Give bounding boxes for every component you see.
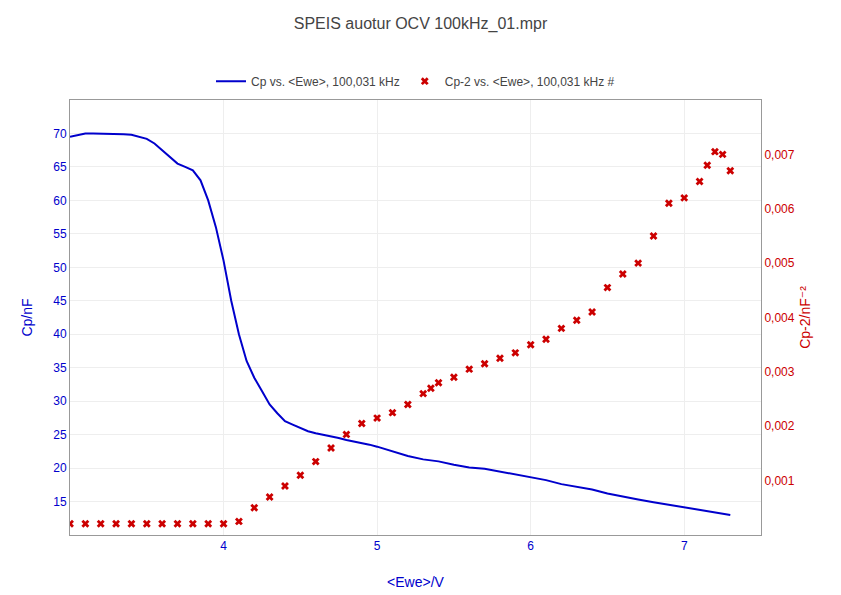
svg-text:65: 65 [53,160,67,174]
svg-text:40: 40 [53,327,67,341]
svg-text:6: 6 [527,539,534,553]
svg-text:0,004: 0,004 [764,311,794,325]
svg-text:50: 50 [53,261,67,275]
svg-text:0,003: 0,003 [764,365,794,379]
svg-text:20: 20 [53,461,67,475]
svg-text:Cp vs. <Ewe>, 100,031 kHz: Cp vs. <Ewe>, 100,031 kHz [251,75,400,89]
svg-text:0,005: 0,005 [764,256,794,270]
svg-text:0,006: 0,006 [764,202,794,216]
svg-text:7: 7 [681,539,688,553]
svg-text:25: 25 [53,428,67,442]
svg-text:Cp-2/nF⁻²: Cp-2/nF⁻² [797,286,813,349]
svg-text:60: 60 [53,194,67,208]
svg-text:Cp/nF: Cp/nF [19,298,35,336]
svg-text:0,007: 0,007 [764,148,794,162]
svg-text:55: 55 [53,227,67,241]
svg-text:35: 35 [53,361,67,375]
svg-text:Cp-2 vs. <Ewe>, 100,031 kHz #: Cp-2 vs. <Ewe>, 100,031 kHz # [445,75,615,89]
svg-text:70: 70 [53,127,67,141]
svg-text:<Ewe>/V: <Ewe>/V [387,574,444,590]
svg-text:5: 5 [374,539,381,553]
svg-text:45: 45 [53,294,67,308]
svg-text:4: 4 [220,539,227,553]
svg-text:SPEIS auotur OCV 100kHz_01.mpr: SPEIS auotur OCV 100kHz_01.mpr [294,15,548,33]
svg-text:0,002: 0,002 [764,419,794,433]
svg-text:30: 30 [53,394,67,408]
svg-text:15: 15 [53,495,67,509]
svg-text:0,001: 0,001 [764,474,794,488]
